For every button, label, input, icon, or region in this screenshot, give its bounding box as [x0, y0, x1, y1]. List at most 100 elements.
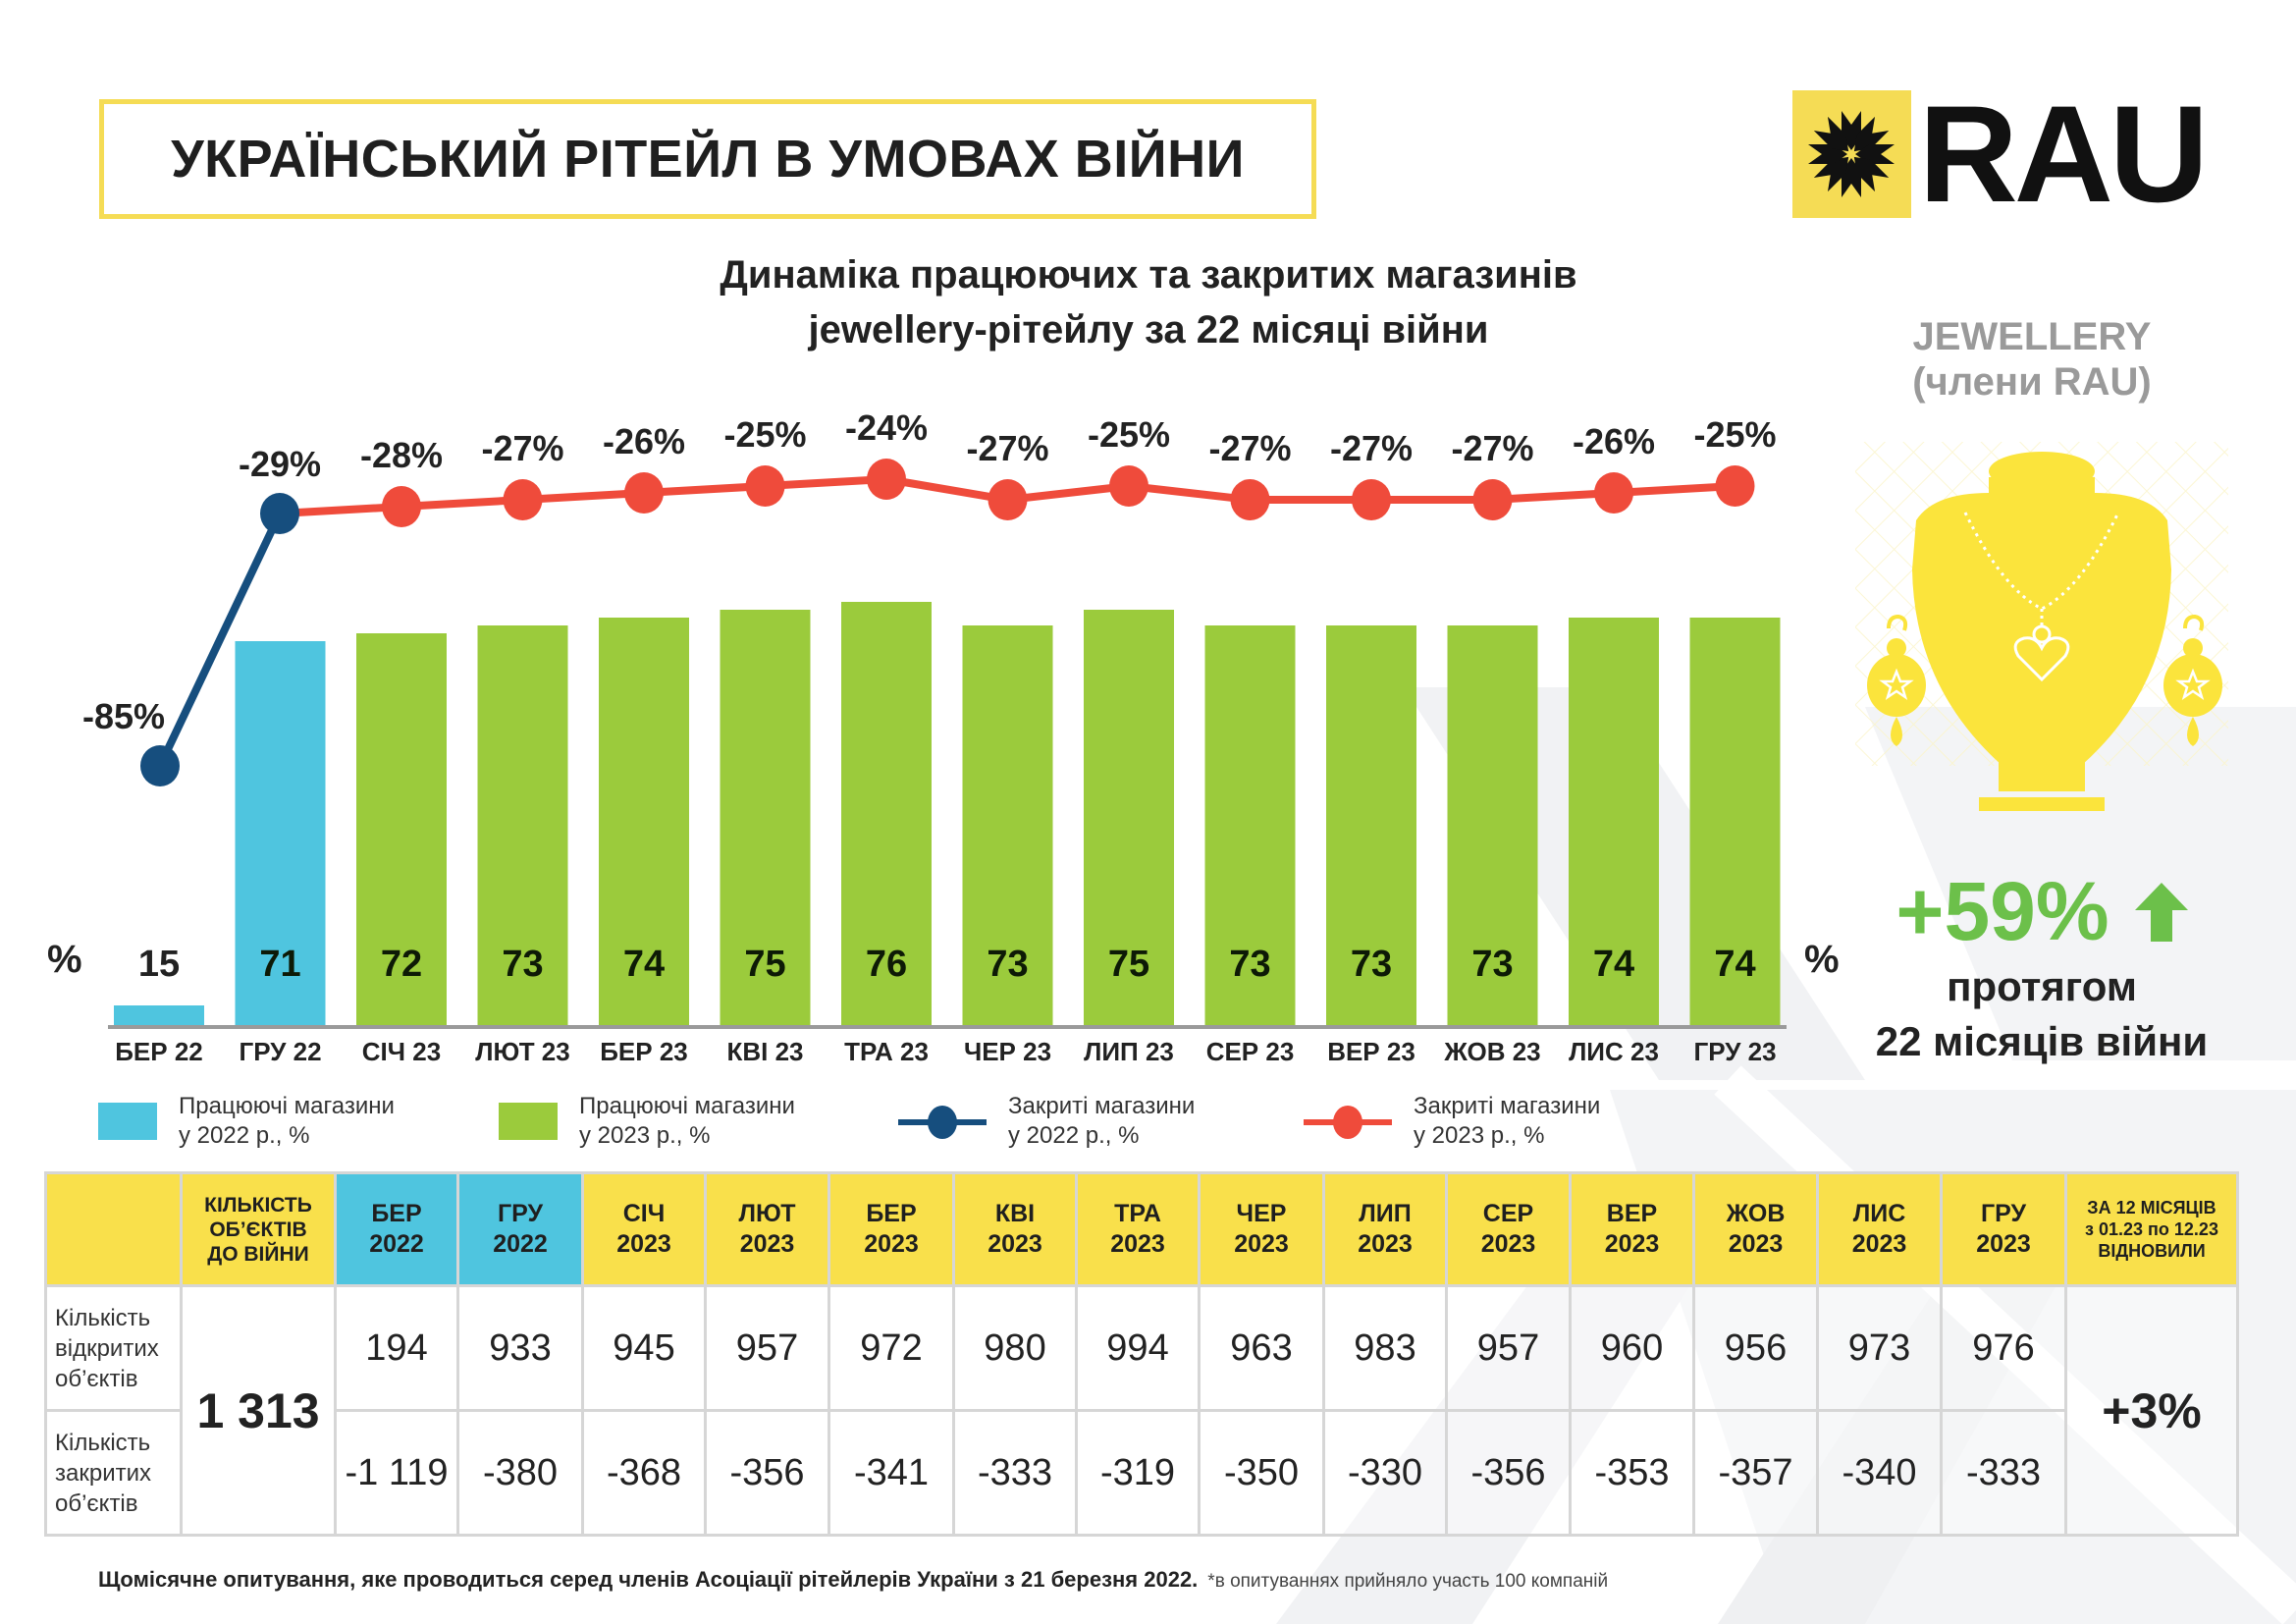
- table-cell: 933: [456, 1284, 584, 1412]
- legend-item-closed-2022: Закриті магазини у 2022 р., %: [898, 1092, 1195, 1151]
- bar-value-label: 76: [866, 944, 907, 985]
- table-cell: 963: [1198, 1284, 1325, 1412]
- bar-2022: [114, 1005, 204, 1026]
- legend-swatch-bar-2022: [98, 1103, 157, 1140]
- line-value-label: -26%: [1573, 421, 1655, 461]
- line-value-label: -27%: [481, 428, 563, 468]
- point-closed-2023: [1109, 465, 1148, 507]
- line-value-label: -25%: [723, 414, 806, 455]
- jewellery-bust-icon: [1855, 442, 2228, 811]
- bar-2023: [356, 633, 447, 1026]
- category-name: JEWELLERY: [1912, 315, 2152, 358]
- point-closed-2023: [1472, 479, 1513, 520]
- data-table: КІЛЬКІСТЬ ОБ’ЄКТІВ ДО ВІЙНИ БЕР 2022 ГРУ 202…: [44, 1171, 2239, 1537]
- bar-value-label: 72: [381, 944, 422, 985]
- legend-text: у 2022 р., %: [179, 1122, 310, 1149]
- header-month: ГРУ 2022: [456, 1171, 584, 1287]
- point-closed-2023: [1715, 465, 1755, 507]
- footer-note: Щомісячне опитування, яке проводиться се…: [98, 1567, 1608, 1593]
- table-cell: 956: [1692, 1284, 1819, 1412]
- legend-item-open-2022: Працюючі магазини у 2022 р., %: [98, 1092, 395, 1151]
- growth-value: +59%: [1896, 865, 2109, 957]
- bar-2023: [1447, 625, 1538, 1026]
- table-cell: 976: [1940, 1284, 2067, 1412]
- header-month: ТРА 2023: [1075, 1171, 1201, 1287]
- bar-2023: [962, 625, 1053, 1026]
- point-closed-2023: [745, 465, 785, 507]
- growth-text-1: протягом: [1947, 963, 2137, 1009]
- header-month: ЧЕР 2023: [1198, 1171, 1325, 1287]
- bar-value-label: 73: [1229, 944, 1270, 985]
- logo-wordmark: RAU: [1918, 77, 2209, 231]
- category-title: JEWELLERY (члени RAU): [1845, 314, 2218, 405]
- table-cell: 960: [1569, 1284, 1695, 1412]
- footer-footnote: *в опитуваннях прийняло участь 100 компа…: [1207, 1571, 1609, 1592]
- bar-value-label: 73: [987, 944, 1028, 985]
- subtitle-line-1: Динаміка працюючих та закритих магазинів: [720, 253, 1577, 297]
- line-value-label: -25%: [1088, 414, 1170, 455]
- header-month: БЕР 2023: [828, 1171, 955, 1287]
- star-emblem-icon: [1792, 90, 1911, 218]
- legend-item-closed-2023: Закриті магазини у 2023 р., %: [1304, 1092, 1600, 1151]
- table-cell: -368: [581, 1409, 707, 1537]
- bar-value-label: 75: [744, 944, 785, 985]
- line-value-label: -85%: [82, 696, 165, 736]
- table-cell: -341: [828, 1409, 955, 1537]
- point-closed-2023: [624, 472, 664, 514]
- bar-value-label: 73: [1351, 944, 1392, 985]
- header-month: ЖОВ 2023: [1692, 1171, 1819, 1287]
- line-closed-2022: [156, 512, 284, 768]
- legend-line-marker-2023-icon: [1304, 1106, 1392, 1139]
- category-label: ГРУ 22: [239, 1037, 321, 1066]
- header-month: БЕР 2022: [334, 1171, 459, 1287]
- table-cell: 994: [1075, 1284, 1201, 1412]
- line-value-label: -25%: [1693, 414, 1776, 455]
- legend-line-marker-2022-icon: [898, 1106, 987, 1139]
- legend-text: у 2023 р., %: [579, 1122, 711, 1149]
- bar-2023: [720, 610, 811, 1026]
- category-label: БЕР 22: [115, 1037, 203, 1066]
- table-cell: 194: [334, 1284, 459, 1412]
- line-value-label: -26%: [603, 421, 685, 461]
- header-prewar: КІЛЬКІСТЬ ОБ’ЄКТІВ ДО ВІЙНИ: [180, 1171, 337, 1287]
- header-month: ЛИС 2023: [1816, 1171, 1943, 1287]
- category-label: ЛЮТ 23: [475, 1037, 569, 1066]
- page-title: УКРАЇНСЬКИЙ РІТЕЙЛ В УМОВАХ ВІЙНИ: [171, 130, 1245, 189]
- table-cell: -340: [1816, 1409, 1943, 1537]
- bar-2023: [1204, 625, 1296, 1026]
- bar-2023: [477, 625, 568, 1026]
- row-label-open: Кількість відкритих об’єктів: [44, 1284, 183, 1412]
- header-month: СЕР 2023: [1445, 1171, 1572, 1287]
- category-label: ГРУ 23: [1693, 1037, 1776, 1066]
- legend-text: у 2023 р., %: [1414, 1122, 1545, 1149]
- growth-text-2: 22 місяців війни: [1875, 1018, 2209, 1064]
- percent-unit-left: %: [47, 938, 82, 981]
- earring-left: [1867, 614, 1926, 746]
- bar-2023: [1569, 618, 1659, 1026]
- header-summary: ЗА 12 МІСЯЦІВ з 01.23 по 12.23 ВІДНОВИЛИ: [2064, 1171, 2239, 1287]
- header-month: ЛИП 2023: [1322, 1171, 1448, 1287]
- header-month: ГРУ 2023: [1940, 1171, 2067, 1287]
- prewar-count: 1 313: [180, 1284, 337, 1537]
- table-row-open: Кількість відкритих об’єктів 1 313 194 933 9…: [44, 1284, 2239, 1537]
- table-cell: -333: [952, 1409, 1078, 1537]
- bar-2022: [235, 641, 326, 1026]
- title-box: УКРАЇНСЬКИЙ РІТЕЙЛ В УМОВАХ ВІЙНИ: [99, 99, 1316, 219]
- point-closed-2023: [382, 486, 421, 527]
- bar-value-label: 73: [1471, 944, 1513, 985]
- legend-text: Працюючі магазини: [179, 1093, 395, 1119]
- category-subname: (члени RAU): [1912, 360, 2152, 404]
- table-row-closed: Кількість закритих об’єктів -1 119 -380 -368…: [44, 1409, 2238, 1537]
- table-cell: 945: [581, 1284, 707, 1412]
- footer-main: Щомісячне опитування, яке проводиться се…: [98, 1567, 1199, 1592]
- header-month: КВІ 2023: [952, 1171, 1078, 1287]
- line-value-label: -27%: [1208, 428, 1291, 468]
- line-value-label: -27%: [1330, 428, 1413, 468]
- arrow-up-icon: [2134, 882, 2188, 942]
- header-empty: [44, 1171, 183, 1287]
- line-value-label: -29%: [239, 444, 321, 484]
- line-value-label: -24%: [845, 407, 928, 448]
- category-label: ВЕР 23: [1327, 1037, 1415, 1066]
- growth-summary: +59% протягом 22 місяців війни: [1826, 864, 2258, 1069]
- table-cell: 983: [1322, 1284, 1448, 1412]
